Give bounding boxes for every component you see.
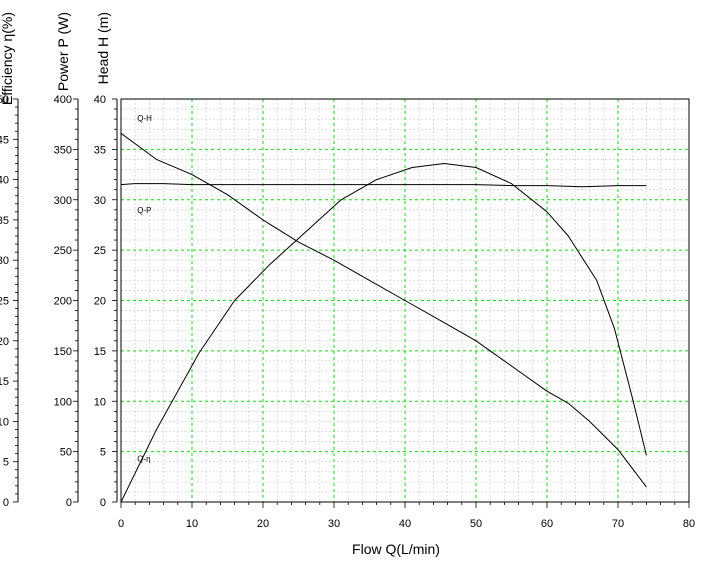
power-axis-title: Power P (W) — [55, 12, 71, 91]
x-tick-label: 0 — [118, 518, 124, 530]
eff-tick-label: 40 — [0, 175, 9, 187]
axes — [13, 98, 690, 508]
head-tick-label: 0 — [100, 497, 106, 509]
x-tick-label: 30 — [328, 518, 340, 530]
series-label-2: Q-η — [137, 455, 150, 464]
eff-tick-label: 10 — [0, 416, 9, 428]
head-tick-label: 40 — [94, 94, 106, 106]
head-tick-label: 15 — [94, 346, 106, 358]
x-tick-label: 20 — [257, 518, 269, 530]
head-tick-label: 10 — [94, 396, 106, 408]
eff-tick-label: 5 — [3, 457, 9, 469]
eff-tick-label: 45 — [0, 134, 9, 146]
head-tick-label: 30 — [94, 195, 106, 207]
labels: 05101520253035404550Efficiency η(%)05010… — [0, 12, 695, 557]
eff-tick-label: 35 — [0, 215, 9, 227]
eff-axis-title: Efficiency η(%) — [0, 12, 15, 105]
x-tick-label: 10 — [186, 518, 198, 530]
head-tick-label: 20 — [94, 296, 106, 308]
eff-tick-label: 0 — [3, 497, 9, 509]
power-tick-label: 0 — [66, 497, 72, 509]
eff-tick-label: 20 — [0, 336, 9, 348]
power-tick-label: 50 — [60, 447, 72, 459]
series-line-1 — [120, 183, 647, 188]
x-axis-title: Flow Q(L/min) — [352, 541, 440, 557]
power-tick-label: 150 — [54, 346, 72, 358]
series-line-0 — [120, 132, 647, 488]
eff-tick-label: 15 — [0, 376, 9, 388]
power-tick-label: 100 — [54, 396, 72, 408]
power-tick-label: 200 — [54, 296, 72, 308]
power-tick-label: 300 — [54, 195, 72, 207]
eff-tick-label: 50 — [0, 94, 9, 106]
series-label-1: Q-P — [137, 206, 151, 215]
x-tick-label: 80 — [683, 518, 695, 530]
power-tick-label: 400 — [54, 94, 72, 106]
head-tick-label: 5 — [100, 447, 106, 459]
x-tick-label: 70 — [612, 518, 624, 530]
x-tick-label: 40 — [399, 518, 411, 530]
series-line-2 — [120, 163, 647, 503]
grid — [121, 98, 690, 502]
head-tick-label: 25 — [94, 245, 106, 257]
eff-tick-label: 30 — [0, 255, 9, 267]
x-tick-label: 60 — [541, 518, 553, 530]
head-axis-title: Head H (m) — [95, 12, 111, 84]
power-tick-label: 250 — [54, 245, 72, 257]
head-tick-label: 35 — [94, 144, 106, 156]
series-label-0: Q-H — [137, 114, 152, 123]
x-tick-label: 50 — [470, 518, 482, 530]
power-tick-label: 350 — [54, 144, 72, 156]
series-lines — [120, 132, 647, 503]
eff-tick-label: 25 — [0, 296, 9, 308]
